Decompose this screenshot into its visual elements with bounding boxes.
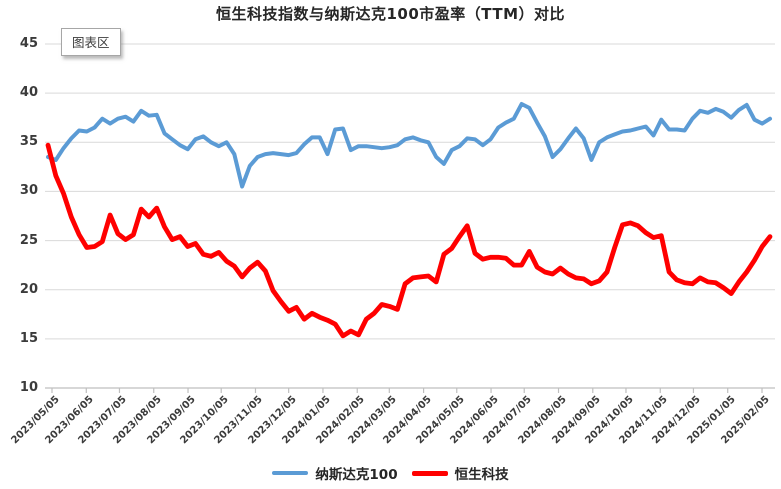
legend-label-nasdaq100: 纳斯达克100	[315, 467, 398, 483]
legend-item-nasdaq100[interactable]: 纳斯达克100	[272, 463, 398, 483]
legend: 纳斯达克100 恒生科技	[0, 462, 781, 484]
chart-area-tooltip: 图表区	[61, 28, 121, 56]
legend-line-sample-hstech	[411, 470, 448, 476]
series-line-hstech[interactable]	[45, 142, 773, 339]
y-axis-label: 35	[19, 134, 38, 150]
legend-line-sample-nasdaq100	[272, 471, 309, 475]
y-axis-label: 25	[19, 232, 38, 248]
y-axis-label: 40	[19, 85, 38, 101]
legend-label-hstech: 恒生科技	[454, 467, 509, 483]
series-line-nasdaq100[interactable]	[46, 102, 772, 189]
chart-title: 恒生科技指数与纳斯达克100市盈率（TTM）对比	[215, 5, 566, 23]
y-axis-label: 45	[19, 36, 38, 51]
y-axis-label: 30	[19, 183, 38, 199]
y-axis-label: 20	[19, 281, 38, 297]
legend-item-hstech[interactable]: 恒生科技	[411, 463, 509, 483]
y-axis-label: 15	[19, 330, 38, 346]
y-axis-label: 10	[19, 380, 38, 395]
